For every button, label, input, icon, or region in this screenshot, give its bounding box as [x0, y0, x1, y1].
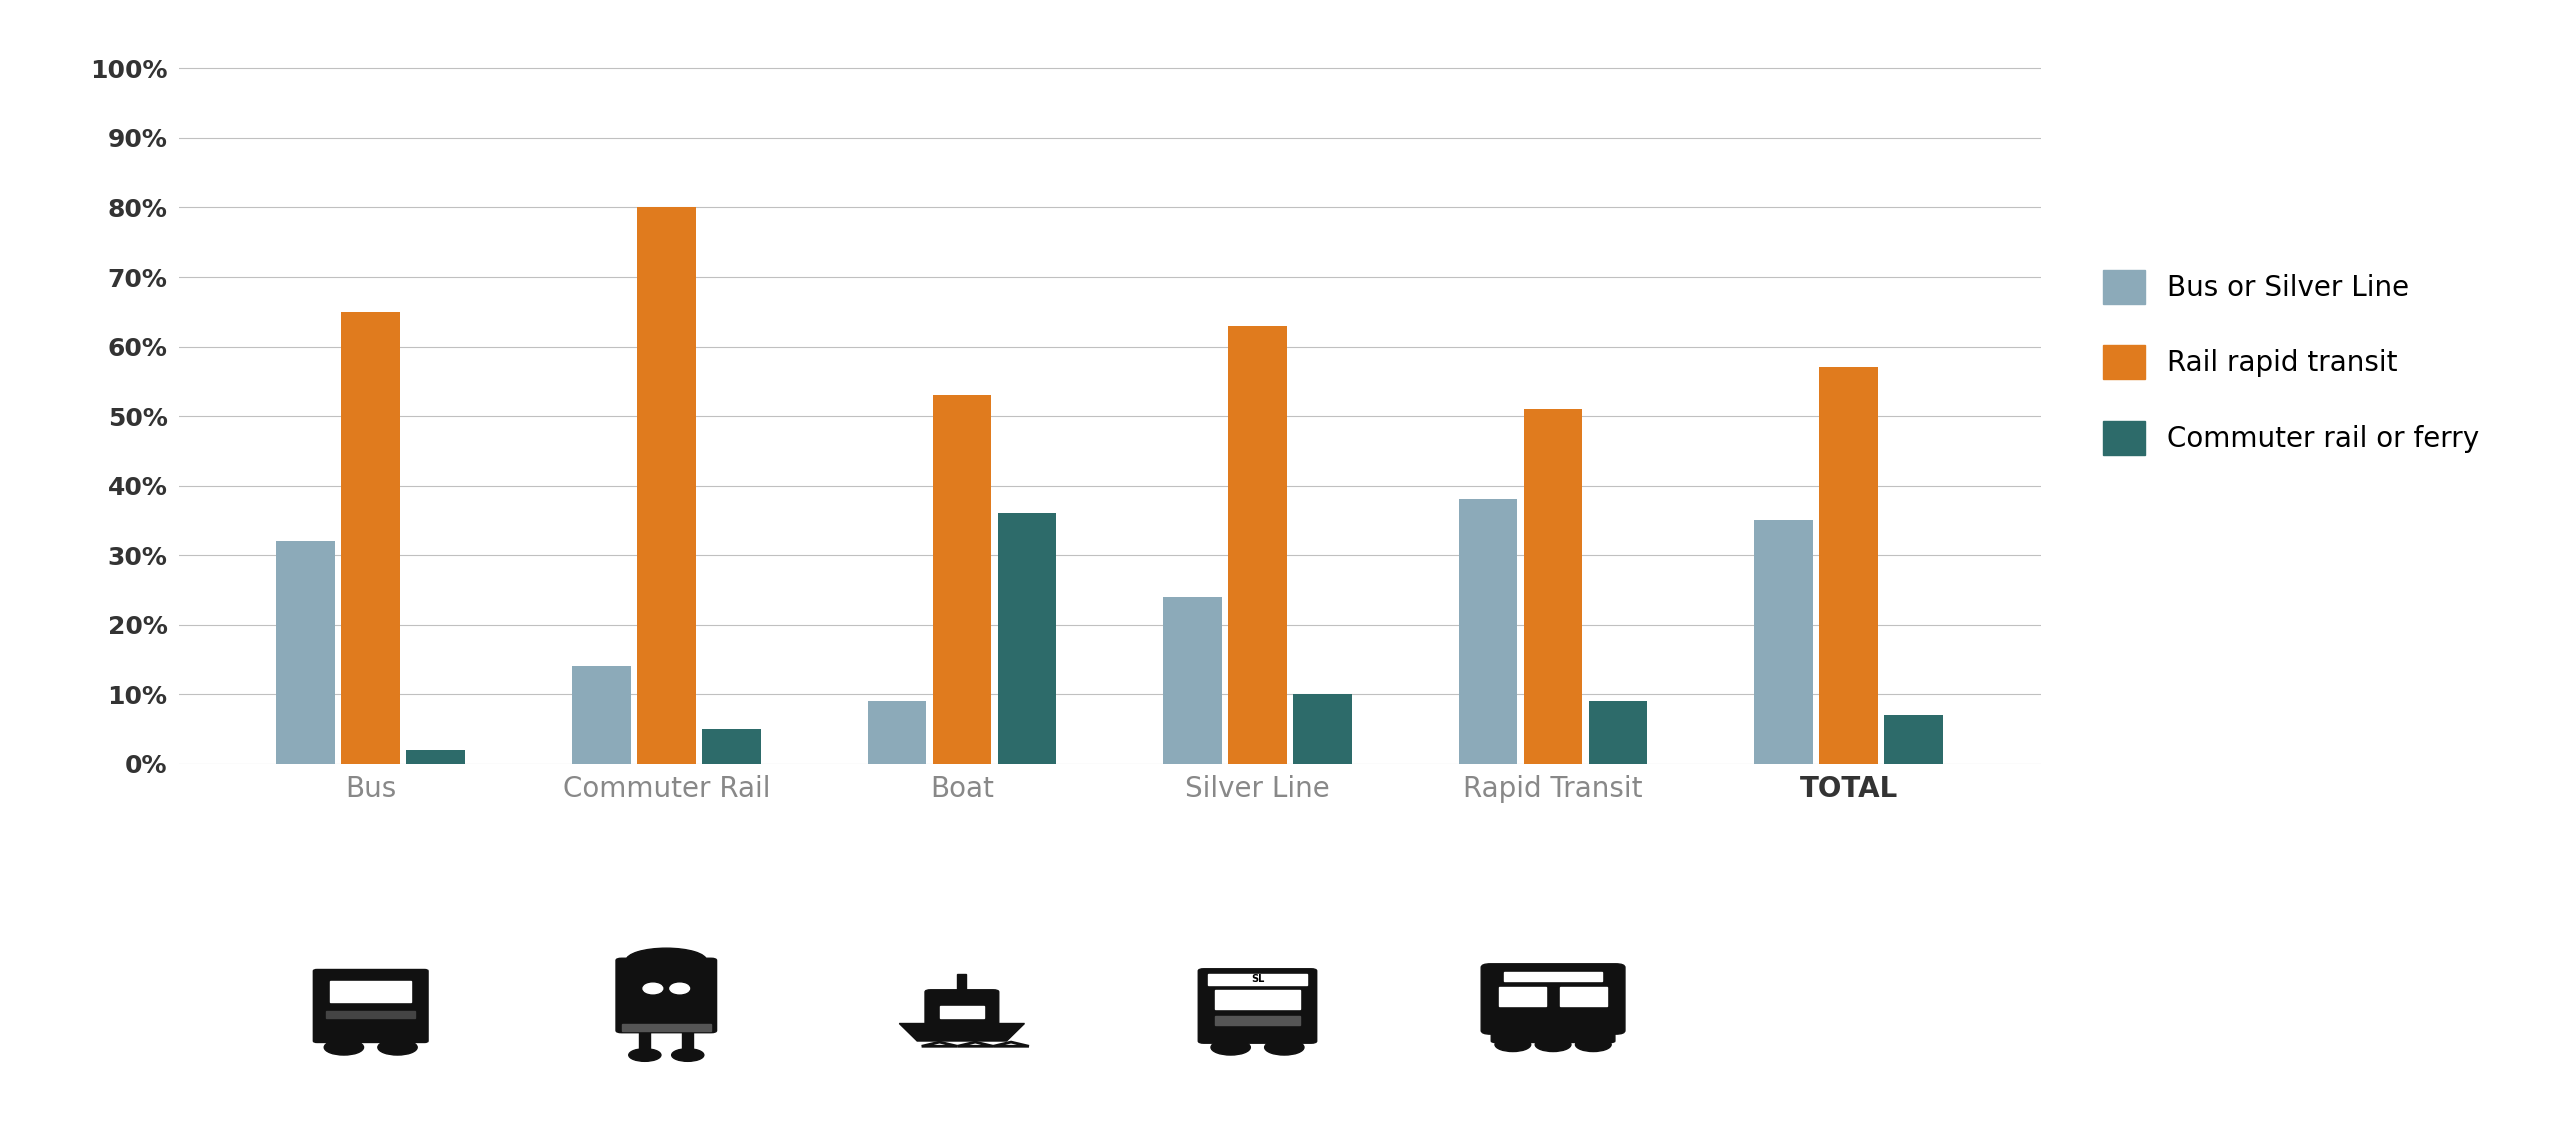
Bar	[332, 982, 411, 1003]
FancyBboxPatch shape	[314, 969, 429, 1042]
Circle shape	[1495, 1038, 1531, 1051]
FancyBboxPatch shape	[615, 958, 717, 1033]
Circle shape	[1265, 1040, 1304, 1054]
Bar	[681, 1031, 694, 1054]
Bar	[1589, 701, 1648, 764]
Circle shape	[671, 1049, 704, 1061]
Bar	[622, 1024, 712, 1031]
Bar	[276, 541, 334, 764]
Bar	[1209, 975, 1306, 985]
Bar	[1500, 987, 1546, 1006]
Bar	[640, 1031, 651, 1054]
Bar	[867, 701, 926, 764]
Legend: Bus or Silver Line, Rail rapid transit, Commuter rail or ferry: Bus or Silver Line, Rail rapid transit, …	[2092, 258, 2490, 466]
Ellipse shape	[625, 948, 707, 973]
Bar	[934, 395, 992, 764]
Circle shape	[1536, 1038, 1571, 1051]
Bar	[638, 208, 696, 764]
Bar	[1755, 520, 1814, 764]
Circle shape	[324, 1040, 365, 1054]
FancyBboxPatch shape	[1492, 1029, 1615, 1042]
Circle shape	[1212, 1040, 1250, 1054]
Polygon shape	[901, 1023, 1026, 1041]
Bar	[997, 513, 1056, 764]
Ellipse shape	[671, 984, 689, 994]
Bar	[702, 729, 760, 764]
Bar	[327, 1011, 416, 1019]
Bar	[1459, 500, 1518, 764]
Bar	[939, 1006, 985, 1019]
Bar	[571, 666, 630, 764]
Circle shape	[628, 1049, 661, 1061]
Bar	[1819, 367, 1878, 764]
Bar	[1227, 326, 1286, 764]
Bar	[1523, 409, 1582, 764]
Bar	[1214, 990, 1301, 1010]
Bar	[1214, 1016, 1301, 1025]
Bar	[1561, 987, 1607, 1006]
Bar	[957, 975, 967, 992]
FancyBboxPatch shape	[1199, 969, 1316, 1043]
Bar	[342, 312, 401, 764]
Bar	[1293, 694, 1352, 764]
Bar	[406, 750, 464, 764]
Text: SL: SL	[1250, 974, 1265, 984]
Ellipse shape	[643, 984, 663, 994]
FancyBboxPatch shape	[926, 989, 1000, 1025]
Bar	[1505, 971, 1602, 982]
Bar	[1885, 715, 1944, 764]
Circle shape	[1577, 1038, 1612, 1051]
Bar	[1163, 596, 1222, 764]
Circle shape	[378, 1040, 418, 1054]
FancyBboxPatch shape	[1482, 964, 1625, 1034]
